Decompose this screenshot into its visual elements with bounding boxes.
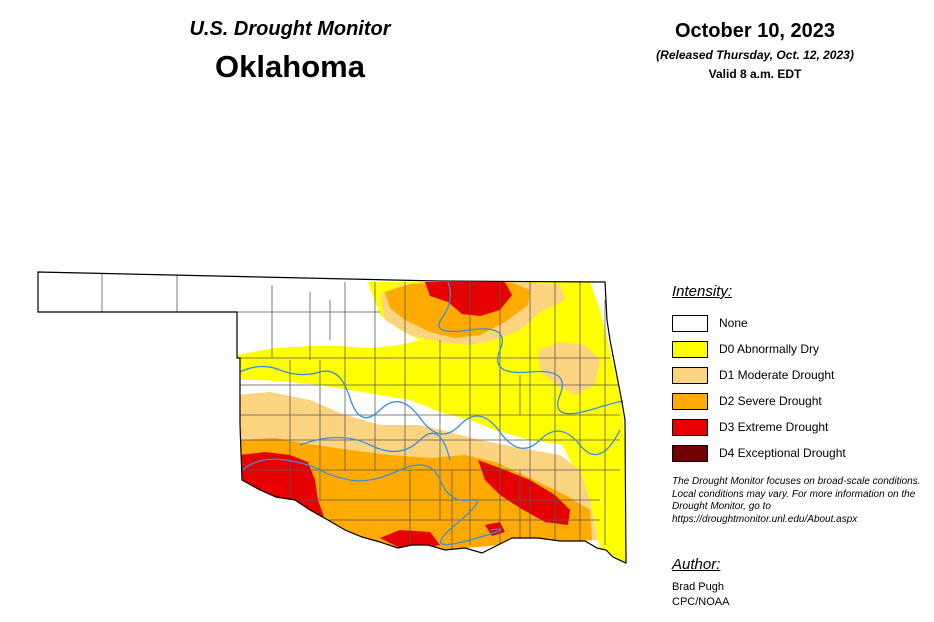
area-d1-east	[538, 342, 600, 395]
legend-swatch	[672, 314, 708, 332]
river-north-canadian	[239, 365, 621, 456]
program-title: U.S. Drought Monitor	[189, 18, 391, 40]
legend-item-d2: D2 Severe Drought	[672, 388, 932, 414]
valid-time: Valid 8 a.m. EDT	[708, 67, 802, 81]
legend-item-d4: D4 Exceptional Drought	[672, 440, 932, 466]
legend-swatch	[672, 366, 708, 384]
map-date: October 10, 2023	[674, 20, 836, 42]
legend-label: D0 Abnormally Dry	[719, 342, 820, 356]
map-header-right: October 10, 2023 (Released Thursday, Oct…	[600, 20, 910, 81]
area-d3-southeast	[478, 460, 570, 525]
area-d2-south	[240, 438, 592, 550]
area-d3-north	[425, 282, 512, 316]
area-d0-north	[236, 282, 626, 470]
legend-swatch	[672, 418, 708, 436]
release-date: (Released Thursday, Oct. 12, 2023)	[656, 48, 854, 62]
river-washita	[299, 432, 451, 461]
legend-item-d1: D1 Moderate Drought	[672, 362, 932, 388]
intensity-legend: Intensity: None D0 Abnormally Dry D1 Mod…	[672, 283, 932, 466]
drought-monitor-note: The Drought Monitor focuses on broad-sca…	[672, 476, 921, 525]
legend-item-d0: D0 Abnormally Dry	[672, 336, 932, 362]
legend-label: D4 Exceptional Drought	[719, 446, 846, 460]
drought-areas	[38, 272, 626, 563]
river-cimarron	[438, 281, 623, 415]
county-line	[289, 360, 521, 550]
county-lines	[101, 272, 620, 550]
legend-item-d3: D3 Extreme Drought	[672, 414, 932, 440]
legend-swatch	[672, 444, 708, 462]
author-org: CPC/NOAA	[672, 596, 730, 608]
area-d3-southwest	[240, 452, 325, 520]
author-block: Author: Brad Pugh CPC/NOAA	[672, 556, 729, 610]
legend-item-none: None	[672, 310, 932, 336]
legend-title: Intensity:	[672, 283, 733, 300]
county-line	[237, 311, 620, 521]
rivers	[239, 281, 623, 546]
river-red	[241, 458, 502, 546]
author-name: Brad Pugh	[672, 581, 724, 593]
legend-label: None	[719, 316, 748, 330]
map-header-left: U.S. Drought Monitor Oklahoma	[120, 18, 460, 85]
oklahoma-outline	[37, 271, 627, 564]
legend-label: D2 Severe Drought	[719, 394, 822, 408]
legend-label: D1 Moderate Drought	[719, 368, 835, 382]
legend-swatch	[672, 392, 708, 410]
legend-label: D3 Extreme Drought	[719, 420, 829, 434]
legend-swatch	[672, 340, 708, 358]
state-title: Oklahoma	[215, 49, 365, 84]
author-title: Author:	[672, 556, 721, 573]
